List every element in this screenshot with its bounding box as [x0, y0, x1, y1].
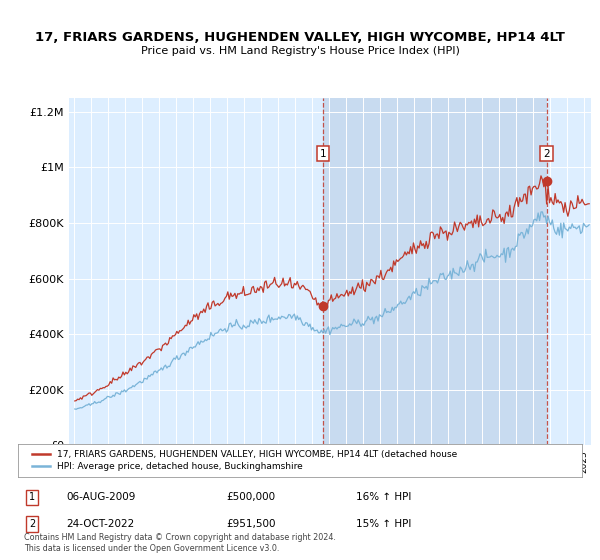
Text: £951,500: £951,500: [227, 519, 276, 529]
Legend: 17, FRIARS GARDENS, HUGHENDEN VALLEY, HIGH WYCOMBE, HP14 4LT (detached house, HP: 17, FRIARS GARDENS, HUGHENDEN VALLEY, HI…: [28, 446, 461, 474]
Text: Contains HM Land Registry data © Crown copyright and database right 2024.
This d: Contains HM Land Registry data © Crown c…: [23, 533, 335, 553]
Text: 1: 1: [29, 492, 35, 502]
Text: 2: 2: [29, 519, 35, 529]
Text: 17, FRIARS GARDENS, HUGHENDEN VALLEY, HIGH WYCOMBE, HP14 4LT: 17, FRIARS GARDENS, HUGHENDEN VALLEY, HI…: [35, 31, 565, 44]
Text: £500,000: £500,000: [227, 492, 276, 502]
Text: 16% ↑ HPI: 16% ↑ HPI: [356, 492, 412, 502]
Text: 15% ↑ HPI: 15% ↑ HPI: [356, 519, 412, 529]
Text: Price paid vs. HM Land Registry's House Price Index (HPI): Price paid vs. HM Land Registry's House …: [140, 46, 460, 56]
Text: 24-OCT-2022: 24-OCT-2022: [66, 519, 134, 529]
Text: 1: 1: [319, 148, 326, 158]
Text: 06-AUG-2009: 06-AUG-2009: [66, 492, 136, 502]
Bar: [323, 98, 547, 445]
Text: 2: 2: [544, 148, 550, 158]
